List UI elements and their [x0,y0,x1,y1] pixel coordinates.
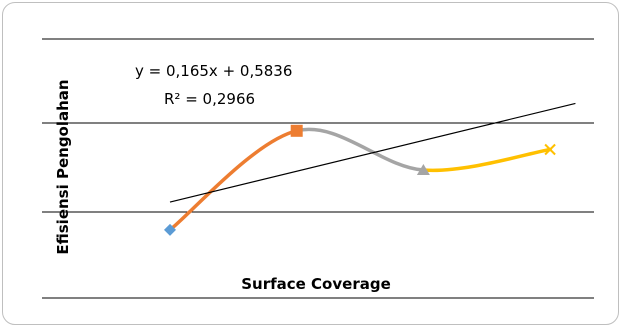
trendline [169,102,576,203]
data-point-1 [164,223,176,236]
trendline-group [169,102,576,203]
trendline-r-squared: R² = 0,2966 [164,90,255,108]
data-markers [164,124,556,236]
series-segment-3 [421,147,552,173]
y-axis-title: Efisiensi Pengolahan [54,79,72,254]
chart-frame [2,2,619,325]
series-segment-1 [168,129,299,232]
series-segments [168,127,552,232]
data-point-4 [544,143,556,156]
x-axis-title: Surface Coverage [241,275,391,293]
gridlines [42,38,594,299]
data-point-2 [290,124,303,137]
series-segment-2 [294,127,426,172]
trendline-equation: y = 0,165x + 0,5836 [135,62,292,80]
data-point-3 [416,164,430,176]
